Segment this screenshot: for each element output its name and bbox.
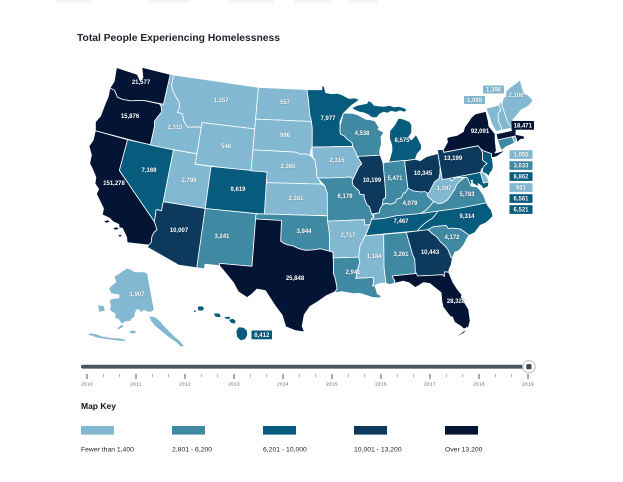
svg-text:2,801 - 6,200: 2,801 - 6,200 bbox=[172, 446, 212, 453]
svg-text:548: 548 bbox=[221, 144, 232, 150]
svg-text:4,538: 4,538 bbox=[354, 131, 370, 137]
svg-text:2,315: 2,315 bbox=[329, 158, 345, 164]
svg-text:4,079: 4,079 bbox=[402, 201, 418, 207]
svg-text:1,089: 1,089 bbox=[467, 98, 483, 104]
svg-text:28,328: 28,328 bbox=[447, 299, 466, 305]
svg-text:1,907: 1,907 bbox=[129, 292, 145, 298]
svg-text:5,783: 5,783 bbox=[459, 192, 475, 198]
svg-text:8,575: 8,575 bbox=[394, 138, 410, 144]
svg-text:9,619: 9,619 bbox=[230, 187, 246, 193]
svg-text:2017: 2017 bbox=[424, 382, 436, 387]
svg-text:2018: 2018 bbox=[473, 382, 485, 387]
svg-text:2011: 2011 bbox=[130, 382, 142, 387]
svg-text:15,876: 15,876 bbox=[121, 114, 140, 120]
svg-text:5,471: 5,471 bbox=[387, 176, 403, 182]
svg-text:21,577: 21,577 bbox=[132, 80, 151, 86]
svg-text:2014: 2014 bbox=[277, 382, 289, 387]
svg-text:1,397: 1,397 bbox=[436, 186, 452, 192]
svg-text:3,241: 3,241 bbox=[214, 234, 230, 240]
svg-text:6,412: 6,412 bbox=[254, 333, 270, 339]
svg-text:7,467: 7,467 bbox=[393, 219, 409, 225]
svg-text:3,944: 3,944 bbox=[296, 229, 312, 235]
svg-text:2013: 2013 bbox=[228, 382, 240, 387]
svg-text:2,365: 2,365 bbox=[280, 164, 296, 170]
svg-text:1,357: 1,357 bbox=[213, 98, 229, 104]
svg-text:7,977: 7,977 bbox=[320, 116, 336, 122]
svg-text:3,261: 3,261 bbox=[393, 252, 409, 258]
svg-text:6,201 - 10,000: 6,201 - 10,000 bbox=[263, 446, 307, 453]
svg-text:2,941: 2,941 bbox=[345, 270, 361, 276]
svg-text:6,521: 6,521 bbox=[513, 208, 529, 214]
svg-text:92,091: 92,091 bbox=[471, 129, 490, 135]
svg-text:2010: 2010 bbox=[81, 382, 93, 387]
svg-text:13,199: 13,199 bbox=[444, 156, 463, 162]
svg-text:1,184: 1,184 bbox=[366, 254, 382, 260]
svg-text:2,798: 2,798 bbox=[181, 178, 197, 184]
svg-text:25,848: 25,848 bbox=[286, 276, 305, 282]
svg-text:8,862: 8,862 bbox=[513, 175, 529, 181]
svg-text:9,314: 9,314 bbox=[459, 214, 475, 220]
svg-text:1,055: 1,055 bbox=[513, 153, 529, 159]
svg-text:4,172: 4,172 bbox=[444, 235, 460, 241]
svg-text:6,561: 6,561 bbox=[513, 197, 529, 203]
svg-text:1,396: 1,396 bbox=[486, 88, 502, 94]
svg-text:Over 13,200: Over 13,200 bbox=[445, 446, 483, 453]
svg-text:151,278: 151,278 bbox=[103, 181, 125, 187]
svg-text:2,106: 2,106 bbox=[508, 93, 524, 99]
svg-text:7,169: 7,169 bbox=[141, 168, 157, 174]
svg-text:2019: 2019 bbox=[522, 382, 534, 387]
svg-text:10,443: 10,443 bbox=[421, 250, 440, 256]
svg-text:10,001 - 13,200: 10,001 - 13,200 bbox=[354, 446, 402, 453]
svg-text:557: 557 bbox=[280, 100, 291, 106]
svg-text:921: 921 bbox=[516, 186, 527, 192]
svg-text:2015: 2015 bbox=[326, 382, 338, 387]
svg-text:3,033: 3,033 bbox=[513, 164, 529, 170]
svg-text:2,381: 2,381 bbox=[288, 196, 304, 202]
svg-text:2,717: 2,717 bbox=[340, 233, 356, 239]
svg-text:2,315: 2,315 bbox=[167, 125, 183, 131]
svg-text:10,345: 10,345 bbox=[414, 171, 433, 177]
svg-text:2016: 2016 bbox=[375, 382, 387, 387]
svg-text:10,007: 10,007 bbox=[170, 228, 189, 234]
svg-text:10,199: 10,199 bbox=[363, 178, 382, 184]
svg-text:2012: 2012 bbox=[179, 382, 191, 387]
svg-text:Fewer than 1,400: Fewer than 1,400 bbox=[81, 446, 134, 453]
svg-text:996: 996 bbox=[280, 133, 291, 139]
svg-text:6,179: 6,179 bbox=[337, 194, 353, 200]
svg-text:18,471: 18,471 bbox=[514, 124, 533, 130]
